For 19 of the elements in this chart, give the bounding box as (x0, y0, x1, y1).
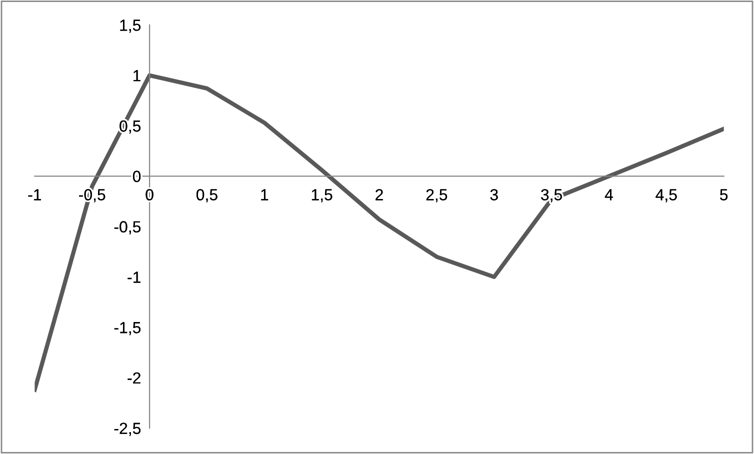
y-tick-label: -2 (128, 372, 140, 384)
y-tick-label: 1,5 (120, 20, 141, 33)
x-tick-label: 4 (604, 189, 613, 200)
y-tick-label: -2,5 (114, 422, 141, 436)
x-tick-label: 4,5 (656, 189, 677, 202)
y-tick-label: -1,5 (114, 322, 141, 336)
y-tick-label: 0 (132, 170, 141, 182)
y-tick-label: -1 (128, 272, 140, 283)
x-tick-label: 0 (146, 189, 154, 200)
x-tick-label: 3 (490, 189, 498, 200)
x-tick-label: 2 (376, 189, 383, 200)
x-tick-label: -1 (28, 189, 42, 200)
x-tick-label: 1 (261, 189, 268, 200)
x-tick-label: 5 (720, 189, 728, 200)
x-tick-label: 0,5 (196, 189, 218, 202)
x-tick-label: 1,5 (312, 189, 332, 202)
x-tick-label: 2,5 (426, 189, 448, 202)
y-tick-label: -0,5 (114, 221, 141, 234)
y-tick-label: 1 (134, 70, 140, 82)
